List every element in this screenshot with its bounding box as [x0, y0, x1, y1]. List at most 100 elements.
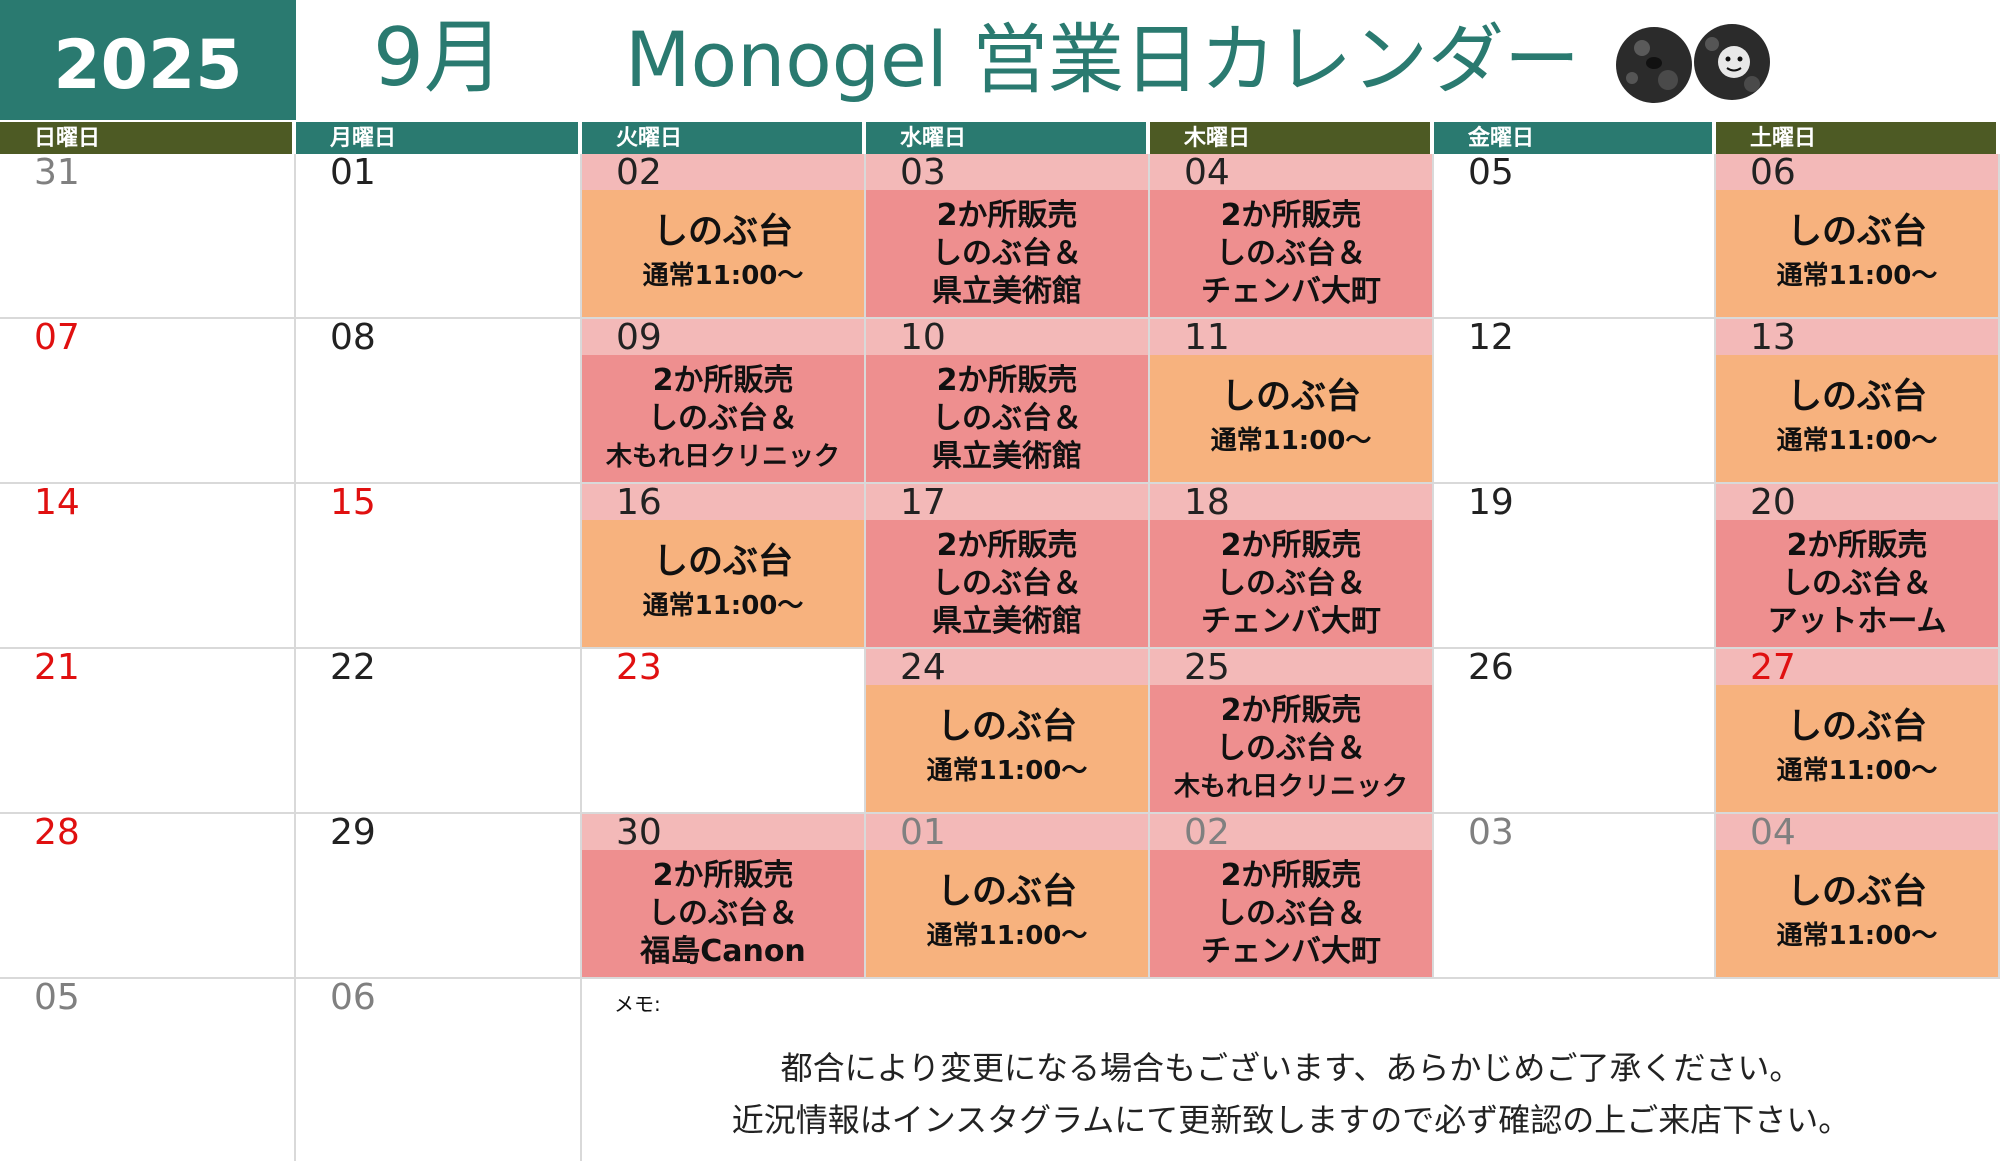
calendar-title: Monogel 営業日カレンダー [625, 15, 1581, 104]
day-number: 02 [616, 152, 662, 193]
day-number: 01 [330, 152, 376, 193]
weekday-header: 日曜日 [0, 122, 292, 154]
memo-label: メモ: [614, 992, 661, 1016]
notice-text: 都合により変更になる場合もございます、あらかじめご了承ください。 近況情報はイン… [582, 1042, 2000, 1146]
month-label: 9月 [373, 11, 504, 104]
day-number: 13 [1750, 317, 1796, 358]
event-line: しのぶ台＆ [1216, 730, 1366, 766]
regular-hours-event: しのぶ台 通常11:00～ [1716, 685, 1998, 812]
event-line: しのぶ台 [652, 541, 793, 582]
event-line: 通常11:00～ [1776, 425, 1938, 456]
date-bar [866, 814, 1148, 850]
day-cell: 17 2か所販売 しのぶ台＆ 県立美術館 [866, 484, 1150, 649]
date-bar [582, 154, 864, 190]
day-cell: 06 しのぶ台 通常11:00～ [1716, 154, 2000, 319]
day-number: 18 [1184, 482, 1230, 523]
event-line: 2か所販売 [1786, 527, 1928, 563]
day-number: 27 [1750, 647, 1796, 688]
day-number: 21 [34, 647, 80, 688]
regular-hours-event: しのぶ台 通常11:00～ [1716, 850, 1998, 977]
day-number: 06 [330, 977, 376, 1018]
dual-location-event: 2か所販売 しのぶ台＆ 木もれ日クリニック [582, 355, 864, 482]
day-cell: 01 しのぶ台 通常11:00～ [866, 814, 1150, 979]
dual-location-event: 2か所販売 しのぶ台＆ 県立美術館 [866, 355, 1148, 482]
day-cell: 13 しのぶ台 通常11:00～ [1716, 319, 2000, 484]
weekday-header: 月曜日 [296, 122, 578, 154]
event-line: しのぶ台 [652, 211, 793, 252]
date-bar [582, 814, 864, 850]
dual-location-event: 2か所販売 しのぶ台＆ 福島Canon [582, 850, 864, 977]
event-line: 通常11:00～ [1210, 425, 1372, 456]
event-line: しのぶ台＆ [1216, 895, 1366, 931]
date-bar [1716, 649, 1998, 685]
day-cell: 11 しのぶ台 通常11:00～ [1150, 319, 1434, 484]
day-cell: 31 [0, 154, 296, 319]
event-line: しのぶ台＆ [1216, 235, 1366, 271]
day-cell: 16 しのぶ台 通常11:00～ [582, 484, 866, 649]
event-line: しのぶ台 [1786, 706, 1927, 747]
day-cell: 02 しのぶ台 通常11:00～ [582, 154, 866, 319]
event-line: 通常11:00～ [926, 755, 1088, 786]
event-line: しのぶ台＆ [932, 235, 1082, 271]
day-cell: 05 [0, 979, 296, 1161]
day-number: 05 [34, 977, 80, 1018]
day-cell: 29 [296, 814, 582, 979]
event-line: チェンバ大町 [1201, 933, 1381, 969]
event-line: 2か所販売 [1220, 857, 1362, 893]
event-line: アットホーム [1767, 603, 1947, 639]
regular-hours-event: しのぶ台通常11:00～ [866, 850, 1148, 977]
day-number: 16 [616, 482, 662, 523]
dual-location-event: 2か所販売 しのぶ台＆ 県立美術館 [866, 190, 1148, 317]
memo-area: メモ: 都合により変更になる場合もございます、あらかじめご了承ください。 近況情… [582, 988, 2000, 1161]
event-line: 県立美術館 [932, 273, 1082, 309]
dual-location-event: 2か所販売 しのぶ台＆ 木もれ日クリニック [1150, 685, 1432, 812]
event-line: 2か所販売 [1220, 197, 1362, 233]
day-cell: 09 2か所販売 しのぶ台＆ 木もれ日クリニック [582, 319, 866, 484]
day-cell: 02 2か所販売 しのぶ台＆ チェンバ大町 [1150, 814, 1434, 979]
event-line: しのぶ台 [1786, 211, 1927, 252]
event-line: しのぶ台＆ [648, 400, 798, 436]
day-number: 09 [616, 317, 662, 358]
dual-location-event: 2か所販売 しのぶ台＆ チェンバ大町 [1150, 520, 1432, 647]
dual-location-event: 2か所販売 しのぶ台＆ アットホーム [1716, 520, 1998, 647]
notice-line: 都合により変更になる場合もございます、あらかじめご了承ください。 [780, 1049, 1802, 1087]
event-line: 通常11:00～ [926, 920, 1088, 951]
day-cell: 08 [296, 319, 582, 484]
day-number: 08 [330, 317, 376, 358]
event-line: しのぶ台＆ [932, 565, 1082, 601]
event-line: チェンバ大町 [1201, 603, 1381, 639]
event-line: しのぶ台＆ [932, 400, 1082, 436]
day-number: 26 [1468, 647, 1514, 688]
day-number: 28 [34, 812, 80, 853]
event-line: しのぶ台＆ [1216, 565, 1366, 601]
day-cell: 23 [582, 649, 866, 814]
day-number: 02 [1184, 812, 1230, 853]
day-number: 31 [34, 152, 80, 193]
regular-hours-event: しのぶ台通常11:00～ [582, 190, 864, 317]
event-line: 2か所販売 [1220, 527, 1362, 563]
day-cell: 28 [0, 814, 296, 979]
event-line: チェンバ大町 [1201, 273, 1381, 309]
regular-hours-event: しのぶ台通常11:00～ [1716, 190, 1998, 317]
event-line: 2か所販売 [1220, 692, 1362, 728]
day-number: 06 [1750, 152, 1796, 193]
event-line: しのぶ台＆ [648, 895, 798, 931]
weekday-header: 水曜日 [866, 122, 1146, 154]
date-bar [1150, 484, 1432, 520]
event-line: しのぶ台 [936, 871, 1077, 912]
day-number: 23 [616, 647, 662, 688]
dual-location-event: 2か所販売 しのぶ台＆ チェンバ大町 [1150, 190, 1432, 317]
date-bar [866, 649, 1148, 685]
day-number: 10 [900, 317, 946, 358]
dual-location-event: 2か所販売 しのぶ台＆ 県立美術館 [866, 520, 1148, 647]
year-label: 2025 [0, 0, 296, 120]
dual-location-event: 2か所販売 しのぶ台＆ チェンバ大町 [1150, 850, 1432, 977]
day-number: 07 [34, 317, 80, 358]
event-line: 2か所販売 [936, 197, 1078, 233]
event-line: 2か所販売 [652, 362, 794, 398]
day-cell: 26 [1434, 649, 1716, 814]
event-line: 通常11:00～ [1776, 260, 1938, 291]
date-bar [1150, 154, 1432, 190]
event-line: しのぶ台 [1220, 376, 1361, 417]
event-line: 通常11:00～ [642, 260, 804, 291]
